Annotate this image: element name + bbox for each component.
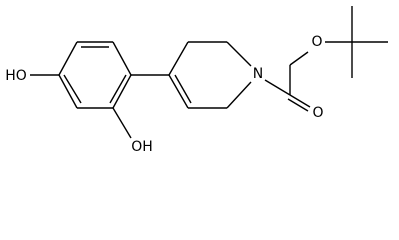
atom-label: O: [312, 105, 323, 121]
atom-label: HO: [5, 68, 27, 84]
atom-label: O: [311, 34, 322, 50]
atom-label: N: [253, 66, 263, 82]
structure: HO OH N O O: [5, 6, 388, 155]
atom-label: OH: [131, 139, 153, 155]
bonds: [30, 6, 388, 139]
